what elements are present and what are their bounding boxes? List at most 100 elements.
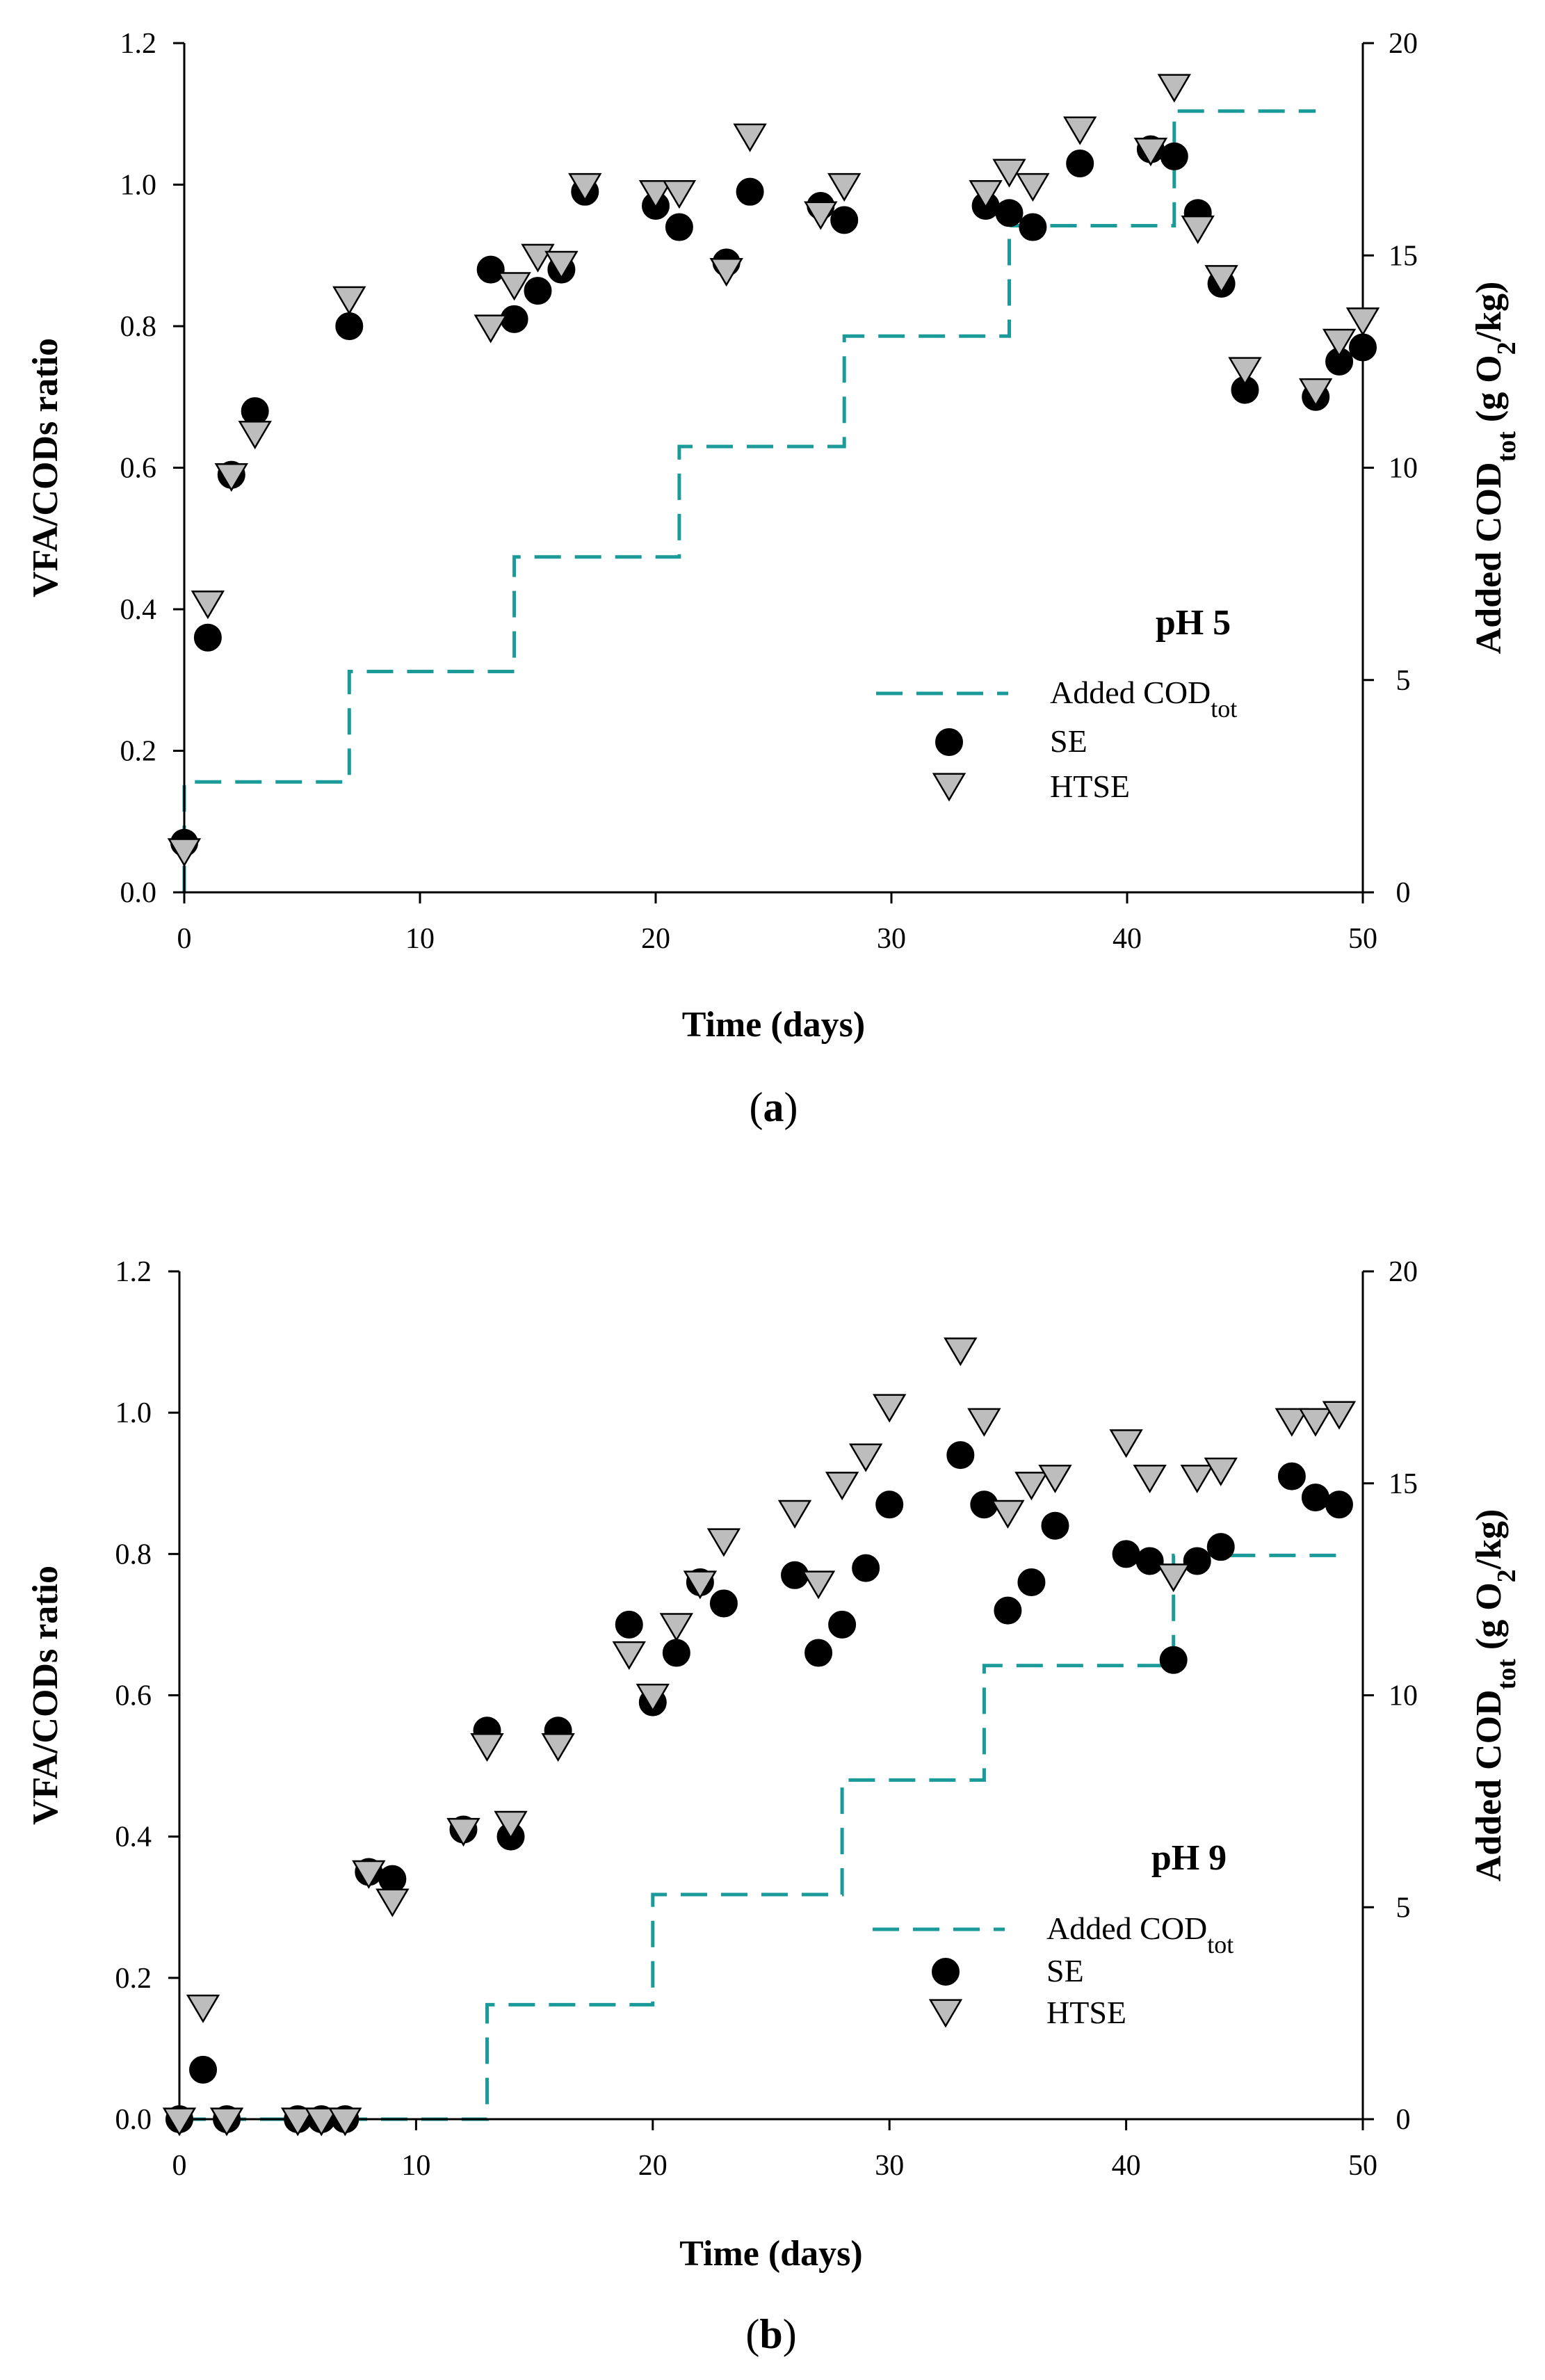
se-point [1277, 1462, 1306, 1490]
condition-label: pH 5 [1156, 603, 1231, 643]
htse-point [191, 590, 225, 620]
htse-point [281, 2107, 315, 2137]
htse-point [474, 314, 508, 344]
x-tick-label: 30 [877, 923, 906, 955]
htse-point [967, 1408, 1001, 1437]
htse-point [659, 1613, 694, 1642]
y2-tick-label: 15 [1389, 240, 1418, 272]
se-point [193, 623, 222, 652]
htse-point [991, 1499, 1025, 1529]
x-tick-label: 50 [1348, 2150, 1377, 2182]
htse-point [801, 1570, 836, 1600]
htse-point [733, 123, 767, 152]
y-axis-title: VFA/CODs ratio [26, 1566, 65, 1825]
y2-tick-label: 0 [1396, 877, 1411, 909]
legend-se-marker [935, 728, 963, 756]
y2-tick-label: 10 [1389, 1680, 1418, 1712]
x-tick-label: 0 [172, 2150, 187, 2182]
condition-label: pH 9 [1151, 1838, 1227, 1878]
htse-point [1322, 328, 1357, 357]
htse-point [969, 180, 1003, 209]
htse-point [1322, 1401, 1357, 1430]
htse-point [214, 463, 248, 492]
htse-point [848, 1443, 883, 1472]
se-point [995, 199, 1024, 227]
htse-point [494, 1810, 528, 1840]
se-point [615, 1610, 643, 1639]
x-tick-label: 40 [1112, 2150, 1141, 2182]
se-point [1206, 1533, 1235, 1561]
y2-tick-label: 5 [1396, 1892, 1411, 1924]
x-tick-label: 20 [641, 923, 670, 955]
se-point [524, 277, 552, 305]
htse-point [305, 2107, 339, 2137]
x-axis-title: Time (days) [679, 2234, 862, 2274]
se-point [241, 397, 269, 426]
y-tick-label: 1.0 [120, 170, 157, 202]
htse-point [636, 1683, 670, 1712]
x-tick-label: 10 [405, 923, 435, 955]
legend-added-cod-label: Added CODtot [1046, 1911, 1233, 1959]
htse-point [709, 257, 743, 287]
x-tick-label: 50 [1348, 923, 1377, 955]
y-tick-label: 1.2 [120, 28, 157, 60]
se-point [662, 1639, 690, 1667]
htse-point [568, 172, 602, 202]
se-point [1159, 1646, 1188, 1674]
se-point [946, 1441, 975, 1470]
htse-point [1228, 357, 1262, 386]
htse-point [827, 172, 862, 202]
htse-point [873, 1394, 907, 1423]
legend-added-cod-label: Added CODtot [1050, 675, 1237, 723]
y2-tick-label: 0 [1396, 2104, 1411, 2136]
panel-label: (a) [750, 1084, 798, 1130]
htse-point [1204, 265, 1238, 294]
htse-point [1014, 1472, 1049, 1501]
htse-point [1298, 1408, 1333, 1437]
se-point [875, 1490, 904, 1519]
x-tick-label: 30 [875, 2150, 904, 2182]
y2-tick-label: 20 [1389, 1256, 1418, 1288]
htse-point [1299, 378, 1333, 408]
se-point [970, 1490, 998, 1519]
se-point [804, 1639, 833, 1667]
htse-point [1133, 1464, 1167, 1494]
x-axis-title: Time (days) [682, 1005, 865, 1045]
se-point [1017, 1568, 1046, 1596]
htse-point [186, 1994, 220, 2023]
y-tick-label: 0.6 [115, 1680, 152, 1712]
htse-point [375, 1888, 410, 1917]
y2-tick-label: 20 [1389, 28, 1418, 60]
htse-point [804, 201, 838, 230]
htse-point [162, 2107, 197, 2137]
se-point [830, 206, 859, 234]
y2-tick-label: 5 [1396, 665, 1411, 697]
htse-point [683, 1570, 718, 1600]
htse-point [1345, 307, 1380, 337]
se-point [828, 1610, 857, 1639]
htse-point [1109, 1429, 1143, 1458]
se-point [781, 1561, 809, 1589]
legend-se-marker [932, 1958, 960, 1986]
se-point [1183, 1547, 1211, 1575]
se-point [852, 1554, 880, 1582]
panel-label: (b) [745, 2311, 796, 2357]
y2-tick-label: 15 [1389, 1468, 1418, 1500]
y-tick-label: 1.0 [115, 1397, 152, 1429]
htse-point [1063, 116, 1097, 145]
htse-point [612, 1641, 646, 1671]
chart-panel-b: 0 10 20 30 40 50 0.0 0.2 0.4 0.6 0.8 1.0 1.2 0 5 10 15 20… [26, 1256, 1521, 2357]
htse-point [1157, 74, 1191, 103]
htse-point [777, 1499, 812, 1529]
htse-point [446, 1817, 480, 1847]
legend-htse-label: HTSE [1050, 769, 1130, 804]
se-point [1325, 1490, 1353, 1519]
y-tick-label: 0.4 [120, 594, 157, 626]
legend-htse-marker [928, 1999, 963, 2028]
y2-axis-title: Added CODtot (g O2/kg) [1469, 1509, 1521, 1882]
htse-point [209, 2107, 244, 2137]
htse-point [541, 1732, 575, 1762]
se-point [500, 305, 528, 333]
htse-point [167, 838, 202, 867]
